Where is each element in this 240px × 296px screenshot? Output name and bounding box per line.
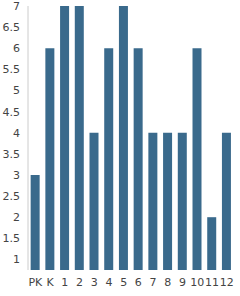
svg-text:7: 7 [13,0,20,13]
svg-text:2.5: 2.5 [8,190,20,203]
svg-text:3: 3 [91,276,98,289]
svg-text:4: 4 [105,276,112,289]
svg-text:2: 2 [13,211,20,224]
svg-text:PK: PK [28,276,43,289]
svg-text:1: 1 [13,253,20,266]
svg-text:2: 2 [76,276,83,289]
svg-text:3.5: 3.5 [8,148,20,161]
svg-text:5: 5 [120,276,127,289]
svg-text:6.5: 6.5 [8,21,20,34]
svg-text:7: 7 [150,276,157,289]
svg-text:5.5: 5.5 [8,63,20,76]
svg-text:12: 12 [220,276,232,289]
svg-text:6: 6 [13,42,20,55]
svg-text:6: 6 [135,276,142,289]
svg-text:3: 3 [13,169,20,182]
svg-text:1.5: 1.5 [8,232,20,245]
svg-text:11: 11 [205,276,219,289]
svg-text:4: 4 [13,127,20,140]
svg-text:5: 5 [13,84,20,97]
svg-text:10: 10 [190,276,204,289]
svg-text:8: 8 [164,276,171,289]
svg-text:1: 1 [61,276,68,289]
svg-text:4.5: 4.5 [8,106,20,119]
svg-text:9: 9 [179,276,186,289]
svg-text:K: K [46,276,54,289]
